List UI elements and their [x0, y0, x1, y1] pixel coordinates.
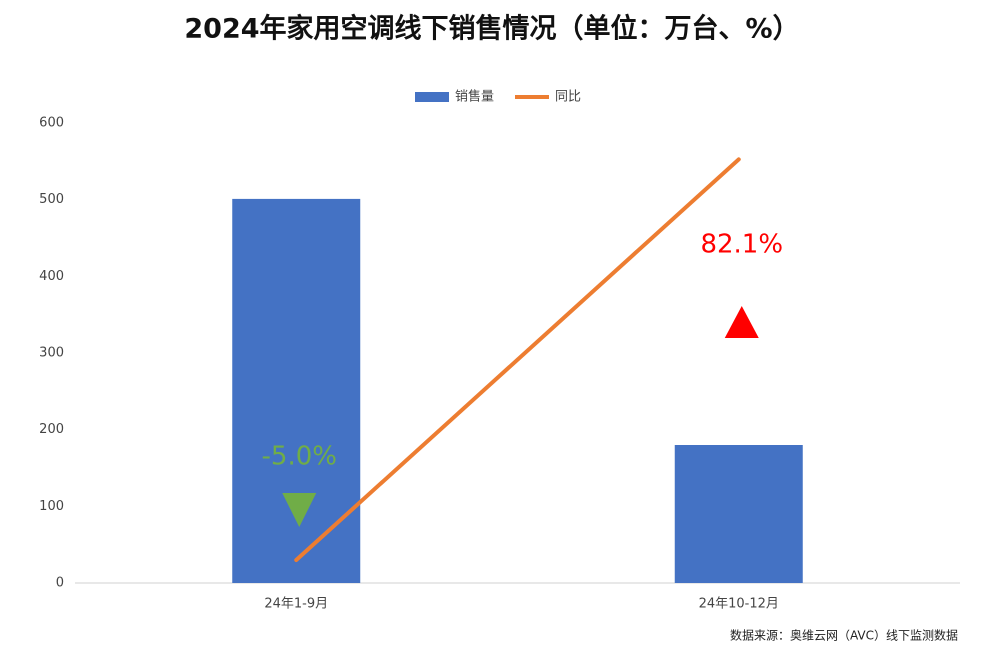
y-tick-label: 200: [39, 422, 64, 437]
line: [294, 157, 741, 562]
y-tick-label: 0: [56, 576, 64, 591]
data-label: -5.0%: [262, 442, 337, 472]
bar: [232, 198, 361, 583]
data-label: 82.1%: [700, 230, 783, 260]
y-tick-label: 300: [39, 346, 64, 361]
bar: [674, 445, 803, 583]
y-tick-label: 500: [39, 192, 64, 207]
x-tick-label: 24年10-12月: [699, 597, 779, 612]
y-tick-label: 100: [39, 499, 64, 514]
legend-label: 销售量: [455, 89, 494, 105]
source-note: 数据来源：奥维云网（AVC）线下监测数据: [730, 628, 958, 643]
legend-label: 同比: [555, 90, 581, 105]
legend-swatch: [415, 92, 449, 102]
y-tick-label: 400: [39, 269, 64, 284]
down-arrow: [282, 493, 317, 527]
up-arrow: [724, 306, 759, 338]
chart-title: 2024年家用空调线下销售情况（单位：万台、%）: [184, 13, 799, 45]
x-tick-label: 24年1-9月: [264, 597, 328, 612]
y-tick-label: 600: [39, 116, 64, 131]
